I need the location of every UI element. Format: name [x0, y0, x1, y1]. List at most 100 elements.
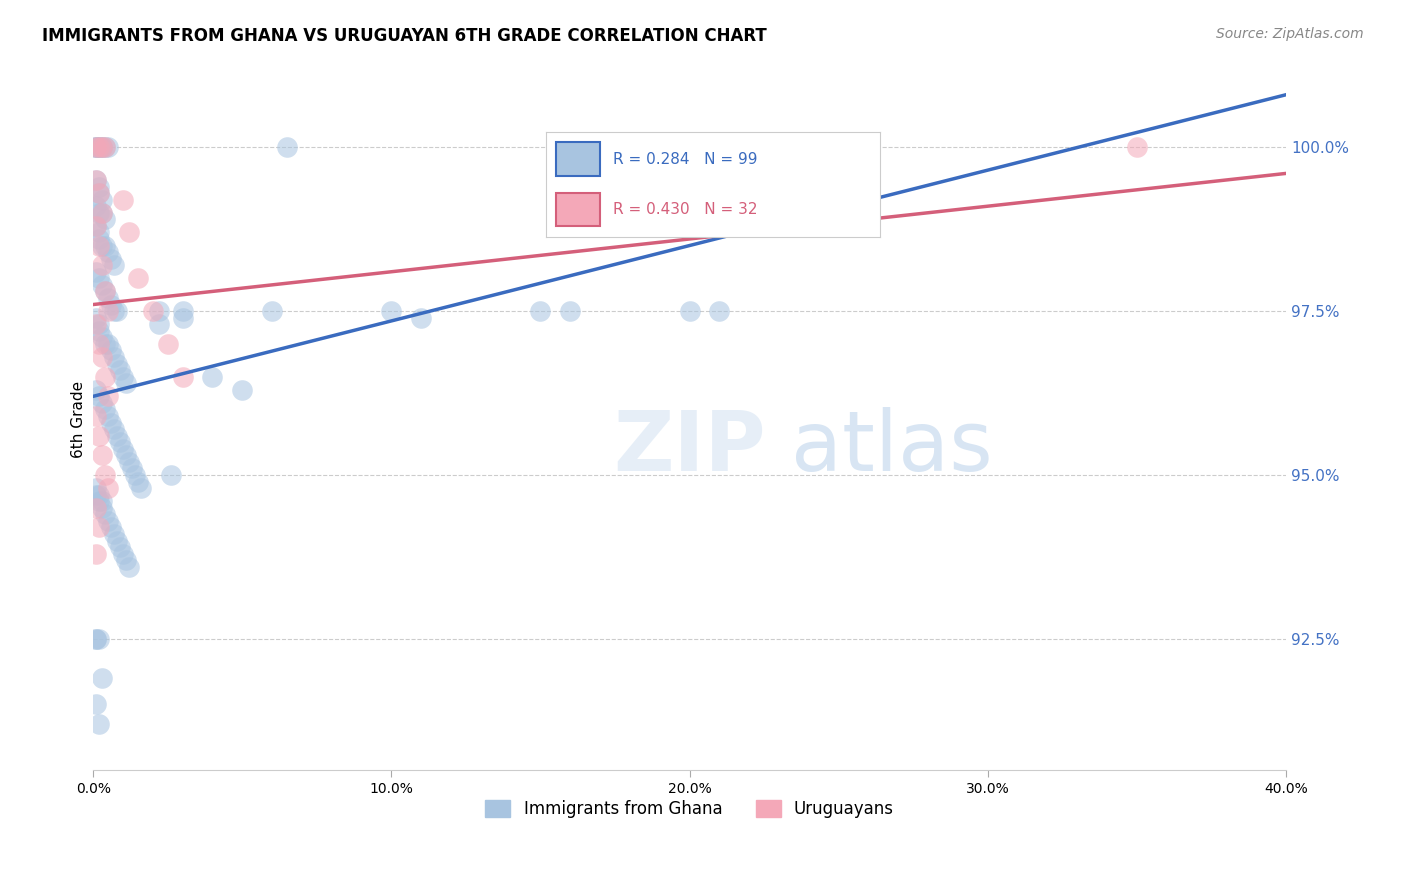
- Point: [111, 547, 134, 561]
- Point: [103, 258, 125, 272]
- Point: [84, 488, 107, 502]
- Point: [91, 277, 114, 292]
- Point: [231, 383, 253, 397]
- Point: [91, 206, 114, 220]
- Point: [84, 199, 107, 213]
- Point: [156, 337, 179, 351]
- Point: [118, 559, 141, 574]
- Point: [108, 540, 131, 554]
- Point: [121, 461, 143, 475]
- Point: [84, 140, 107, 154]
- Point: [111, 442, 134, 456]
- Point: [94, 337, 117, 351]
- Point: [201, 369, 224, 384]
- Point: [94, 369, 117, 384]
- Point: [94, 140, 117, 154]
- Point: [97, 409, 120, 423]
- Point: [103, 527, 125, 541]
- Point: [84, 219, 107, 233]
- Point: [91, 140, 114, 154]
- Point: [709, 304, 731, 318]
- Point: [91, 500, 114, 515]
- Point: [84, 173, 107, 187]
- Point: [91, 448, 114, 462]
- Point: [84, 140, 107, 154]
- Point: [97, 389, 120, 403]
- Point: [380, 304, 402, 318]
- Point: [172, 310, 194, 325]
- Point: [84, 632, 107, 646]
- Point: [94, 508, 117, 522]
- Point: [89, 140, 111, 154]
- Point: [84, 310, 107, 325]
- Point: [91, 140, 114, 154]
- Point: [115, 553, 138, 567]
- Point: [84, 140, 107, 154]
- Point: [91, 206, 114, 220]
- Point: [529, 304, 551, 318]
- Point: [84, 173, 107, 187]
- Point: [108, 363, 131, 377]
- Point: [91, 238, 114, 252]
- Point: [91, 193, 114, 207]
- Point: [678, 304, 700, 318]
- Text: Source: ZipAtlas.com: Source: ZipAtlas.com: [1216, 27, 1364, 41]
- Point: [84, 500, 107, 515]
- Point: [111, 193, 134, 207]
- Point: [105, 533, 128, 548]
- Point: [89, 186, 111, 200]
- Point: [94, 212, 117, 227]
- Point: [129, 481, 152, 495]
- Point: [97, 514, 120, 528]
- Point: [89, 140, 111, 154]
- Point: [97, 291, 120, 305]
- Point: [103, 422, 125, 436]
- Point: [89, 324, 111, 338]
- Point: [94, 467, 117, 482]
- Point: [91, 350, 114, 364]
- Point: [560, 304, 582, 318]
- Point: [89, 717, 111, 731]
- Text: IMMIGRANTS FROM GHANA VS URUGUAYAN 6TH GRADE CORRELATION CHART: IMMIGRANTS FROM GHANA VS URUGUAYAN 6TH G…: [42, 27, 766, 45]
- Point: [103, 304, 125, 318]
- Point: [97, 481, 120, 495]
- Point: [91, 140, 114, 154]
- Point: [89, 632, 111, 646]
- Point: [94, 238, 117, 252]
- Point: [91, 396, 114, 410]
- Point: [89, 317, 111, 331]
- Point: [111, 369, 134, 384]
- Point: [94, 402, 117, 417]
- Point: [105, 357, 128, 371]
- Point: [84, 698, 107, 712]
- Point: [84, 265, 107, 279]
- Point: [124, 467, 146, 482]
- Point: [89, 488, 111, 502]
- Point: [91, 330, 114, 344]
- Point: [118, 455, 141, 469]
- Point: [172, 369, 194, 384]
- Point: [89, 494, 111, 508]
- Point: [1126, 140, 1149, 154]
- Point: [172, 304, 194, 318]
- Point: [89, 206, 111, 220]
- Point: [276, 140, 298, 154]
- Point: [142, 304, 165, 318]
- Point: [411, 310, 433, 325]
- Point: [89, 140, 111, 154]
- Point: [94, 285, 117, 299]
- Legend: Immigrants from Ghana, Uruguayans: Immigrants from Ghana, Uruguayans: [478, 793, 901, 825]
- Point: [127, 271, 149, 285]
- Point: [100, 297, 122, 311]
- Text: ZIP: ZIP: [613, 407, 766, 488]
- Text: atlas: atlas: [792, 407, 993, 488]
- Point: [94, 140, 117, 154]
- Point: [89, 238, 111, 252]
- Point: [97, 140, 120, 154]
- Point: [89, 520, 111, 534]
- Point: [100, 343, 122, 358]
- Point: [89, 271, 111, 285]
- Point: [103, 350, 125, 364]
- Point: [115, 448, 138, 462]
- Point: [97, 304, 120, 318]
